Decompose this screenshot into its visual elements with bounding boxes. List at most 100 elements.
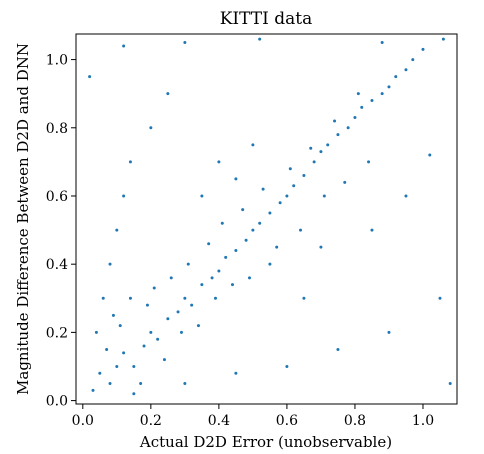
x-tick-label: 0.0	[72, 413, 94, 429]
data-point	[333, 119, 337, 123]
data-point	[380, 41, 384, 45]
y-tick-label: 1.0	[46, 53, 68, 69]
data-point	[360, 105, 364, 109]
data-point	[285, 364, 289, 368]
data-point	[88, 75, 92, 79]
data-point	[285, 194, 289, 198]
data-point	[169, 276, 173, 280]
data-point	[448, 382, 452, 386]
data-point	[244, 238, 248, 242]
plot-area-frame	[75, 33, 458, 405]
data-point	[132, 392, 136, 396]
data-point	[118, 324, 122, 328]
data-point	[234, 177, 238, 181]
data-point	[356, 92, 360, 96]
data-point	[108, 262, 112, 266]
data-point	[353, 116, 357, 120]
data-point	[258, 37, 262, 41]
data-point	[319, 150, 323, 154]
data-point	[234, 249, 238, 253]
data-point	[387, 330, 391, 334]
data-point	[387, 85, 391, 89]
data-point	[224, 255, 228, 259]
x-axis-ticks: 0.0 0.2 0.4 0.6 0.8 1.0	[72, 404, 434, 429]
x-tick-label: 0.4	[208, 413, 230, 429]
data-point	[149, 126, 153, 130]
data-point	[336, 133, 340, 137]
y-tick-label: 0.0	[46, 394, 68, 410]
data-point	[411, 58, 415, 62]
data-point	[367, 160, 371, 164]
data-point	[186, 262, 190, 266]
data-point	[122, 44, 126, 48]
x-tick-label: 1.0	[412, 413, 434, 429]
data-point	[105, 347, 109, 351]
data-point	[152, 286, 156, 290]
data-point	[149, 330, 153, 334]
data-point	[380, 92, 384, 96]
data-point	[438, 296, 442, 300]
data-point	[302, 174, 306, 178]
data-point	[183, 296, 187, 300]
data-point	[213, 296, 217, 300]
x-tick-label: 0.6	[276, 413, 298, 429]
data-point	[241, 208, 245, 212]
data-point	[322, 194, 326, 198]
data-point	[210, 276, 214, 280]
data-point	[101, 296, 105, 300]
data-point	[394, 75, 398, 79]
points-layer	[88, 37, 452, 396]
data-point	[292, 184, 296, 188]
data-point	[404, 68, 408, 72]
data-point	[196, 324, 200, 328]
data-point	[200, 283, 204, 287]
data-point	[299, 228, 303, 232]
data-point	[122, 351, 126, 355]
data-point	[234, 371, 238, 375]
y-axis-label: Magnitude Difference Between D2D and DNN	[14, 43, 32, 395]
data-point	[258, 221, 262, 225]
data-point	[122, 194, 126, 198]
y-tick-label: 0.2	[46, 325, 68, 341]
data-point	[428, 153, 432, 157]
data-point	[346, 126, 350, 130]
x-tick-label: 0.2	[140, 413, 162, 429]
x-axis-label: Actual D2D Error (unobservable)	[139, 433, 392, 451]
y-tick-label: 0.6	[46, 189, 68, 205]
data-point	[145, 303, 149, 307]
data-point	[302, 296, 306, 300]
data-point	[230, 283, 234, 287]
data-point	[421, 47, 425, 51]
data-point	[251, 143, 255, 147]
y-tick-label: 0.8	[46, 121, 68, 137]
data-point	[268, 262, 272, 266]
data-point	[200, 194, 204, 198]
data-point	[132, 364, 136, 368]
data-point	[319, 245, 323, 249]
data-point	[441, 37, 445, 41]
data-point	[309, 146, 313, 150]
y-axis-ticks: 0.0 0.2 0.4 0.6 0.8 1.0	[46, 53, 76, 410]
data-point	[166, 92, 170, 96]
data-point	[217, 269, 221, 273]
data-point	[288, 167, 292, 171]
data-point	[370, 99, 374, 102]
chart-title: KITTI data	[220, 9, 313, 29]
data-point	[247, 276, 251, 280]
data-point	[404, 194, 408, 198]
data-point	[166, 317, 170, 321]
data-point	[268, 211, 272, 215]
data-point	[179, 330, 183, 334]
data-point	[336, 347, 340, 351]
data-point	[176, 310, 180, 314]
data-point	[275, 245, 279, 249]
data-point	[251, 228, 255, 232]
data-point	[183, 41, 187, 45]
data-point	[115, 228, 119, 232]
data-point	[98, 371, 102, 375]
data-point	[220, 221, 224, 225]
data-point	[139, 382, 143, 386]
data-point	[326, 143, 330, 147]
data-point	[278, 201, 282, 205]
data-point	[183, 382, 187, 386]
